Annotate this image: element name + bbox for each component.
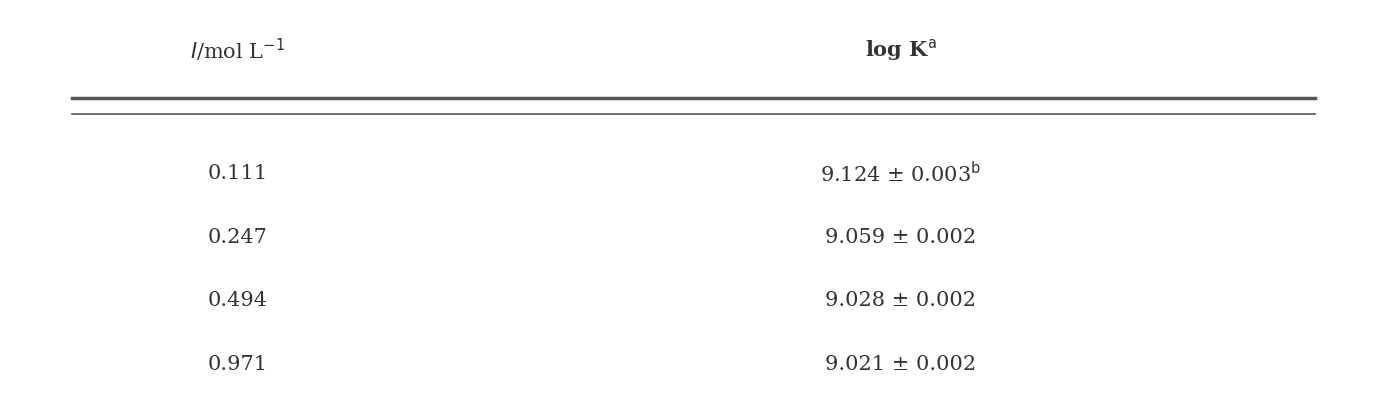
Text: 0.971: 0.971 — [208, 355, 268, 374]
Text: $\mathit{I}$/mol L$^{-1}$: $\mathit{I}$/mol L$^{-1}$ — [190, 37, 286, 64]
Text: 9.124 ± 0.003$^{\mathrm{b}}$: 9.124 ± 0.003$^{\mathrm{b}}$ — [820, 161, 981, 186]
Text: 0.494: 0.494 — [208, 291, 268, 310]
Text: 0.247: 0.247 — [208, 228, 268, 247]
Text: 9.021 ± 0.002: 9.021 ± 0.002 — [825, 355, 976, 374]
Text: 9.028 ± 0.002: 9.028 ± 0.002 — [825, 291, 976, 310]
Text: log K$^{\mathrm{a}}$: log K$^{\mathrm{a}}$ — [865, 37, 936, 63]
Text: 9.059 ± 0.002: 9.059 ± 0.002 — [825, 228, 976, 247]
Text: 0.111: 0.111 — [208, 164, 268, 183]
